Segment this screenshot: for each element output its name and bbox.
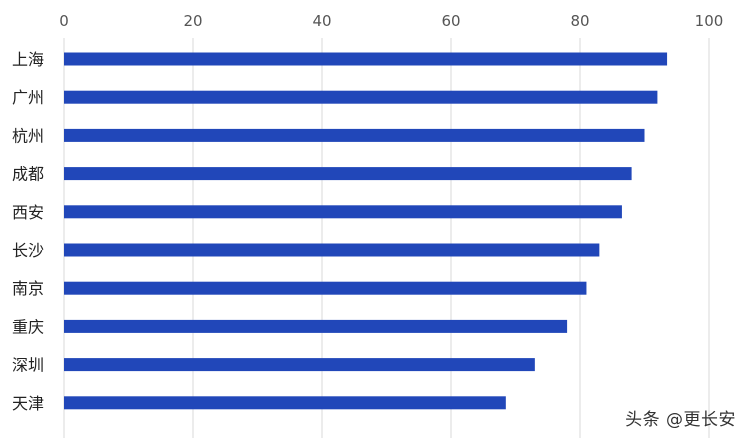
bar: [64, 128, 645, 142]
category-label: 长沙: [12, 241, 44, 260]
bar: [64, 167, 632, 181]
bars: [64, 52, 668, 410]
category-label: 广州: [12, 88, 44, 107]
bar: [64, 358, 535, 372]
x-tick-label: 0: [59, 12, 69, 30]
category-label: 天津: [12, 394, 44, 413]
bar: [64, 319, 568, 333]
bar: [64, 281, 587, 295]
x-tick-label: 60: [441, 12, 460, 30]
category-label: 深圳: [12, 356, 44, 375]
x-tick-label: 100: [695, 12, 724, 30]
x-axis-ticks: 0 20 40 60 80 100: [59, 12, 723, 30]
category-label: 成都: [12, 165, 44, 184]
gridlines: [63, 38, 710, 438]
category-label: 南京: [12, 279, 44, 298]
x-tick-label: 20: [183, 12, 202, 30]
category-label: 西安: [12, 203, 44, 222]
watermark: 头条 @更长安: [625, 410, 736, 430]
bar: [64, 90, 658, 104]
bar: [64, 205, 622, 219]
category-label: 重庆: [12, 317, 44, 336]
bar: [64, 243, 600, 257]
category-label: 上海: [12, 50, 44, 69]
bar: [64, 52, 668, 66]
bar: [64, 396, 506, 410]
x-tick-label: 40: [312, 12, 331, 30]
category-label: 杭州: [12, 126, 44, 145]
x-tick-label: 80: [570, 12, 589, 30]
